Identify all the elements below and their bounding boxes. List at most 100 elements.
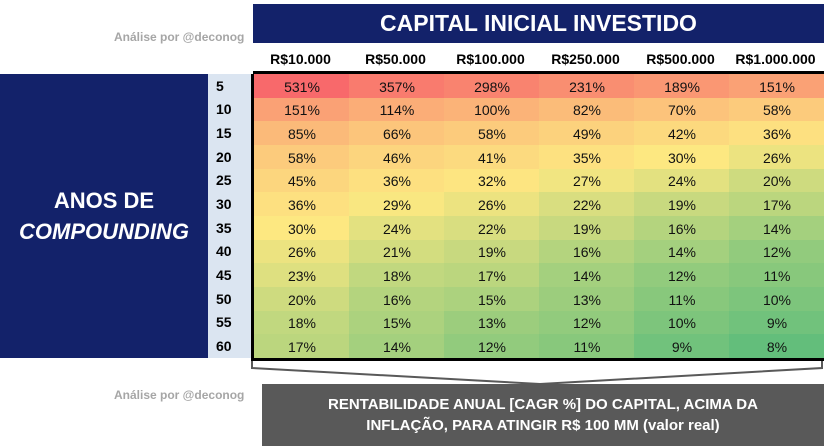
caption-box: RENTABILIDADE ANUAL [CAGR %] DO CAPITAL,… [262,384,824,446]
heatmap-cell: 15% [444,287,540,312]
heatmap-cell: 26% [444,192,540,218]
heatmap-cell: 66% [349,121,445,147]
heatmap-cell: 151% [729,74,824,99]
heatmap-cell: 58% [444,121,540,147]
heatmap-cell: 41% [444,145,540,170]
heatmap-cell: 17% [254,334,350,360]
row-header: 25 [216,172,232,189]
row-header: 5 [216,77,224,94]
heatmap-cell: 70% [634,97,730,123]
row-axis-label: ANOS DE COMPOUNDING [0,74,208,358]
row-header-column: 5 10 15 20 25 30 35 40 45 50 55 60 [208,74,254,358]
row-header: 10 [216,101,232,118]
column-header: R$500.000 [646,50,715,67]
heatmap-cell: 27% [539,168,635,194]
heatmap-cell: 58% [729,97,824,123]
heatmap-cell: 36% [729,121,824,147]
heatmap-cell: 12% [634,263,730,289]
caption-line2: INFLAÇÃO, PARA ATINGIR R$ 100 MM (valor … [366,417,720,434]
heatmap-cell: 14% [349,334,445,360]
row-header: 15 [216,125,232,142]
heatmap-cell: 30% [254,216,350,241]
heatmap-cell: 114% [349,97,445,123]
heatmap-cell: 24% [634,168,730,194]
row-header: 20 [216,148,232,165]
row-header: 35 [216,219,232,236]
heatmap-cell: 36% [254,192,350,218]
heatmap-cell: 46% [349,145,445,170]
heatmap-grid: 531% 357% 298% 231% 189% 151% 151% 114% 100% 82% 7… [254,74,824,360]
heatmap-cell: 13% [539,287,635,312]
heatmap-cell: 16% [634,216,730,241]
column-header: R$10.000 [270,50,331,67]
heatmap-cell: 11% [729,263,824,289]
heatmap-cell: 19% [634,192,730,218]
heatmap-cell: 231% [539,74,635,99]
heatmap-cell: 22% [539,192,635,218]
heatmap-cell: 20% [254,287,350,312]
heatmap-cell: 9% [634,334,730,360]
heatmap-cell: 14% [729,216,824,241]
heatmap-cell: 12% [444,334,540,360]
heatmap-cell: 11% [539,334,635,360]
heatmap-cell: 17% [444,263,540,289]
heatmap-cell: 42% [634,121,730,147]
caption-line1: RENTABILIDADE ANUAL [CAGR %] DO CAPITAL,… [328,396,758,413]
heatmap-cell: 29% [349,192,445,218]
column-header: R$100.000 [456,50,525,67]
heatmap-cell: 151% [254,97,350,123]
column-header: R$50.000 [365,50,426,67]
row-header: 40 [216,243,232,260]
heatmap-cell: 12% [539,310,635,336]
heatmap-cell: 58% [254,145,350,170]
heatmap-cell: 21% [349,239,445,265]
row-header: 55 [216,314,232,331]
chart-title: CAPITAL INICIAL INVESTIDO [253,4,824,43]
heatmap-cell: 17% [729,192,824,218]
heatmap-cell: 18% [254,310,350,336]
heatmap-cell: 45% [254,168,350,194]
heatmap-cell: 531% [254,74,350,99]
heatmap-cell: 19% [444,239,540,265]
row-header: 60 [216,338,232,355]
heatmap-cell: 189% [634,74,730,99]
heatmap-cell: 26% [254,239,350,265]
heatmap-cell: 32% [444,168,540,194]
heatmap-cell: 8% [729,334,824,360]
heatmap-cell: 23% [254,263,350,289]
heatmap-cell: 9% [729,310,824,336]
heatmap-cell: 357% [349,74,445,99]
heatmap-cell: 16% [539,239,635,265]
heatmap-cell: 24% [349,216,445,241]
heatmap-cell: 36% [349,168,445,194]
row-header: 45 [216,267,232,284]
column-header-row: R$10.000 R$50.000 R$100.000 R$250.000 R$500.… [253,46,824,74]
grid-bottom-border [251,358,824,361]
heatmap-cell: 12% [729,239,824,265]
heatmap-cell: 18% [349,263,445,289]
heatmap-cell: 85% [254,121,350,147]
row-axis-label-line1: ANOS DE [53,188,155,213]
heatmap-cell: 16% [349,287,445,312]
heatmap-cell: 22% [444,216,540,241]
column-header: R$250.000 [551,50,620,67]
row-header: 50 [216,290,232,307]
heatmap-cell: 15% [349,310,445,336]
heatmap-cell: 26% [729,145,824,170]
credit-label-bottom: Análise por @deconog [114,388,245,402]
heatmap-cell: 10% [634,310,730,336]
column-header: R$1.000.000 [735,50,816,67]
heatmap-cell: 11% [634,287,730,312]
heatmap-cell: 10% [729,287,824,312]
heatmap-cell: 298% [444,74,540,99]
heatmap-cell: 14% [634,239,730,265]
row-header: 30 [216,196,232,213]
heatmap-cell: 35% [539,145,635,170]
row-axis-label-line2: COMPOUNDING [19,219,189,244]
heatmap-cell: 82% [539,97,635,123]
heatmap-cell: 49% [539,121,635,147]
heatmap-cell: 20% [729,168,824,194]
heatmap-cell: 100% [444,97,540,123]
credit-label-top: Análise por @deconog [114,30,245,44]
heatmap-cell: 14% [539,263,635,289]
